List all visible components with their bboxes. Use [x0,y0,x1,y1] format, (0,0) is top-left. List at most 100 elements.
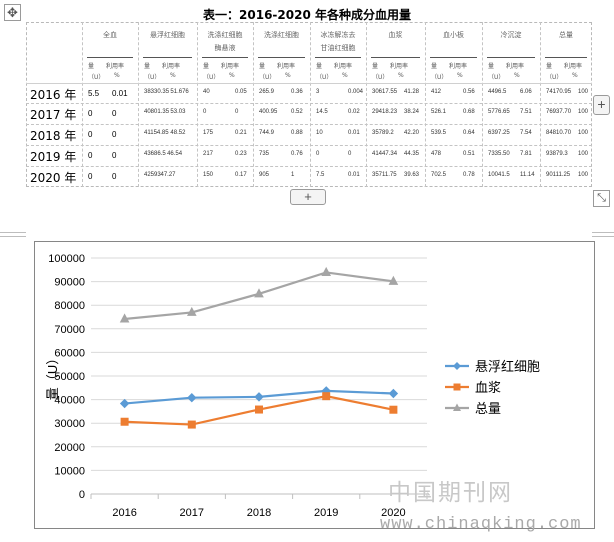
table-cell-qty[interactable]: 10 [316,130,323,136]
add-row-button[interactable]: + [290,189,326,205]
table-cell-rate[interactable]: 0.52 [291,109,303,115]
table-cell-qty[interactable]: 90111.25 [546,172,571,178]
table-cell-qty[interactable]: 217 [203,151,214,157]
table-cell-rate[interactable]: 6.06 [520,89,532,95]
table-cell-qty[interactable]: 40801.35 [144,109,170,115]
table-cell-rate[interactable]: 0.01 [112,89,128,98]
table-cell-rate[interactable]: 100 [578,130,589,136]
table-cell-rate[interactable]: 100 [578,172,589,178]
table-cell-qty[interactable]: 43686.5 [144,151,166,157]
table-cell-qty[interactable]: 0 [88,130,93,139]
table-cell-qty[interactable]: 40 [203,89,210,95]
table-cell-qty[interactable]: 0 [203,109,207,115]
table-cell-rate[interactable]: 42.20 [404,130,420,136]
table-cell-rate[interactable]: 0.21 [235,130,247,136]
table-cell-rate[interactable]: 1 [291,172,295,178]
table-cell-qty[interactable]: 478 [431,151,442,157]
table-cell-rate[interactable]: 7.54 [520,130,532,136]
table-cell-rate[interactable]: 0.02 [348,109,360,115]
table-cell-qty[interactable]: 35711.75 [372,172,397,178]
table-cell-qty[interactable]: 7335.50 [488,151,510,157]
table-cell-qty[interactable]: 702.5 [431,172,447,178]
table-cell-rate[interactable]: 0.004 [348,89,364,95]
table-cell-qty[interactable]: 10041.5 [488,172,510,178]
table-cell-rate[interactable]: 53.03 [170,109,186,115]
table-cell-qty[interactable]: 5.5 [88,89,100,98]
table-cell-qty[interactable]: 175 [203,130,214,136]
table-cell-qty[interactable]: 0 [88,172,93,181]
table-cell-rate[interactable]: 44.35 [404,151,420,157]
table-cell-qty[interactable]: 42593 [144,172,161,178]
table-cell-qty[interactable]: 412 [431,89,442,95]
table-cell-qty[interactable]: 14.5 [316,109,328,115]
table-cell-rate[interactable]: 0.05 [235,89,247,95]
table-cell-rate[interactable]: 0 [348,151,352,157]
table-cell-rate[interactable]: 0 [112,151,117,160]
sub-header-unit: （U） [88,74,105,81]
table-cell-qty[interactable]: 539.5 [431,130,447,136]
table-cell-rate[interactable]: 100 [578,109,589,115]
table-cell-rate[interactable]: 7.81 [520,151,532,157]
table-cell-rate[interactable]: 51.676 [170,89,189,95]
table-cell-qty[interactable]: 735 [259,151,270,157]
table-cell-rate[interactable]: 0.01 [348,130,360,136]
move-handle-icon[interactable]: ✥ [4,4,21,21]
table-cell-qty[interactable]: 5776.65 [488,109,510,115]
table-cell-qty[interactable]: 265.9 [259,89,275,95]
table-cell-qty[interactable]: 3 [316,89,320,95]
table-cell-rate[interactable]: 0.88 [291,130,303,136]
table-cell-rate[interactable]: 46.54 [167,151,183,157]
column-header: 血浆 [388,31,403,39]
table-cell-qty[interactable]: 4496.5 [488,89,507,95]
add-column-button[interactable]: + [593,95,610,115]
table-cell-rate[interactable]: 0 [112,130,117,139]
table-cell-rate[interactable]: 100 [578,151,589,157]
table-cell-qty[interactable]: 744.9 [259,130,275,136]
table-cell-rate[interactable]: 39.63 [404,172,420,178]
table-cell-qty[interactable]: 526.1 [431,109,447,115]
table-cell-qty[interactable]: 0 [88,109,93,118]
resize-handle-icon[interactable]: ⤡ [593,190,610,207]
y-tick-label: 80000 [54,300,85,312]
table-cell-qty[interactable]: 6397.25 [488,130,510,136]
table-cell-qty[interactable]: 74170.95 [546,89,572,95]
table-cell-rate[interactable]: 0 [112,109,117,118]
table-cell-qty[interactable]: 0 [88,151,93,160]
table-cell-qty[interactable]: 41154.85 [144,130,169,136]
table-cell-qty[interactable]: 905 [259,172,270,178]
table-cell-rate[interactable]: 0.01 [348,172,360,178]
table-cell-rate[interactable]: 0.64 [463,130,475,136]
table-cell-rate[interactable]: 41.28 [404,89,420,95]
page-break-left-2 [0,236,26,237]
table-cell-qty[interactable]: 30617.55 [372,89,398,95]
table-cell-rate[interactable]: 0.23 [235,151,247,157]
table-cell-rate[interactable]: 0.36 [291,89,303,95]
chart-container[interactable]: 0 10000 20000 30000 40000 50000 60000 70000 8000… [34,241,595,529]
table-cell-qty[interactable]: 38330.35 [144,89,170,95]
table-cell-rate[interactable]: 7.51 [520,109,532,115]
table-cell-rate[interactable]: 48.52 [170,130,186,136]
table-cell-rate[interactable]: 0 [112,172,117,181]
table-cell-qty[interactable]: 0 [316,151,320,157]
table-cell-rate[interactable]: 0.78 [463,172,475,178]
table-cell-rate[interactable]: 38.24 [404,109,420,115]
table-cell-qty[interactable]: 41447.34 [372,151,398,157]
table-cell-rate[interactable]: 0.68 [463,109,475,115]
table-cell-rate[interactable]: 47.27 [160,172,176,178]
table-cell-qty[interactable]: 400.95 [259,109,278,115]
table-cell-qty[interactable]: 150 [203,172,214,178]
table-cell-qty[interactable]: 93879.3 [546,151,568,157]
table-cell-rate[interactable]: 0.76 [291,151,303,157]
table-cell-qty[interactable]: 76937.70 [546,109,572,115]
table-cell-rate[interactable]: 0.51 [463,151,475,157]
table-cell-qty[interactable]: 84810.70 [546,130,572,136]
table-cell-rate[interactable]: 0.17 [235,172,247,178]
table-cell-rate[interactable]: 11.14 [520,172,535,178]
sub-header-rate: 利用率 [449,63,468,70]
table-cell-rate[interactable]: 0 [235,109,239,115]
table-cell-qty[interactable]: 29418.23 [372,109,398,115]
table-cell-qty[interactable]: 7.5 [316,172,325,178]
table-cell-qty[interactable]: 35789.2 [372,130,394,136]
table-cell-rate[interactable]: 100 [578,89,589,95]
table-cell-rate[interactable]: 0.56 [463,89,475,95]
